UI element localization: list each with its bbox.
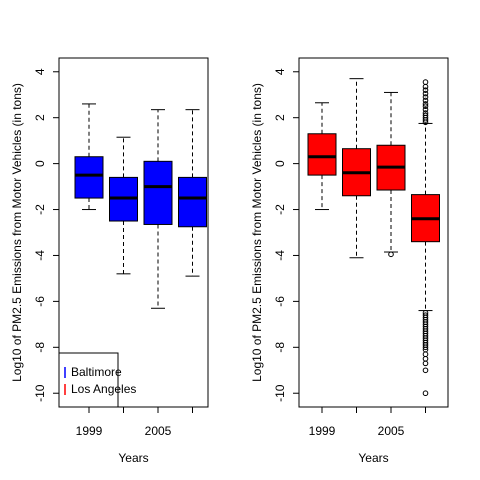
x-tick-label: 1999 <box>76 424 103 438</box>
box-body <box>143 160 173 225</box>
outlier-point <box>422 360 429 367</box>
y-tick-label: -4 <box>33 250 47 261</box>
outlier-point <box>422 97 429 104</box>
y-tick-label: -6 <box>273 296 287 307</box>
plot-frame <box>298 57 449 408</box>
legend-box <box>58 352 119 408</box>
y-tick-label: -2 <box>273 204 287 215</box>
y-tick-label: 0 <box>33 160 47 167</box>
y-tick-label: -10 <box>273 384 287 402</box>
outlier-point <box>422 367 429 374</box>
x-axis-label: Years <box>118 451 148 465</box>
plot-frame <box>58 57 209 408</box>
y-axis-label: Log10 of PM2.5 Emissions from Motor Vehi… <box>10 83 24 382</box>
outlier-point <box>422 94 429 100</box>
box-2008 <box>411 79 440 397</box>
x-axis-label: Years <box>358 451 388 465</box>
box-2005 <box>376 91 406 258</box>
outlier-point <box>422 110 429 116</box>
legend: Baltimore Los Angeles <box>58 352 136 408</box>
outlier-point <box>422 390 429 397</box>
box-1999 <box>307 102 337 211</box>
y-axis: 4 2 0 -2 -4 -6 -8 -10 <box>273 68 299 402</box>
box-body <box>178 176 207 228</box>
y-tick-label: -4 <box>273 250 287 261</box>
x-tick-label: 2005 <box>145 424 172 438</box>
y-tick-label: 4 <box>33 68 47 75</box>
box-2002 <box>342 78 371 259</box>
boxes <box>307 78 440 397</box>
boxes <box>74 103 207 309</box>
outlier-point <box>388 251 394 258</box>
y-tick-label: 2 <box>273 114 287 121</box>
y-tick-label: 0 <box>273 160 287 167</box>
y-tick-label: 2 <box>33 114 47 121</box>
legend-label-baltimore: Baltimore <box>71 365 122 379</box>
outlier-point <box>422 106 429 113</box>
x-tick-label: 2005 <box>378 424 405 438</box>
los-angeles-panel: 4 2 0 -2 -4 -6 -8 -10 1999 2005 Log10 of PM2.5 E… <box>250 57 449 465</box>
box-2005 <box>143 109 173 309</box>
y-tick-label: -8 <box>273 342 287 353</box>
box-body <box>307 133 337 176</box>
y-tick-label: -6 <box>33 296 47 307</box>
x-axis: 1999 2005 <box>76 407 193 438</box>
outlier-point <box>422 90 429 97</box>
y-tick-label: 4 <box>273 68 287 75</box>
box-body <box>74 156 104 199</box>
y-tick-label: -2 <box>33 204 47 215</box>
y-axis-label: Log10 of PM2.5 Emissions from Motor Vehi… <box>250 83 264 382</box>
y-tick-label: -10 <box>33 384 47 402</box>
y-axis: 4 2 0 -2 -4 -6 -8 -10 <box>33 68 59 402</box>
x-axis: 1999 2005 <box>309 407 426 438</box>
box-2008 <box>178 109 207 277</box>
outlier-point <box>422 101 429 107</box>
outlier-point <box>422 344 429 351</box>
box-1999 <box>74 103 104 211</box>
y-tick-label: -8 <box>33 342 47 353</box>
legend-label-los-angeles: Los Angeles <box>71 382 136 396</box>
baltimore-panel: 4 2 0 -2 -4 -6 -8 -10 1999 2005 Log10 of PM2.5 E… <box>10 57 209 465</box>
outlier-point <box>422 79 429 85</box>
outlier-point <box>422 87 429 93</box>
box-2002 <box>109 136 138 275</box>
outlier-point <box>422 103 429 110</box>
x-tick-label: 1999 <box>309 424 336 438</box>
outlier-point <box>422 112 429 119</box>
